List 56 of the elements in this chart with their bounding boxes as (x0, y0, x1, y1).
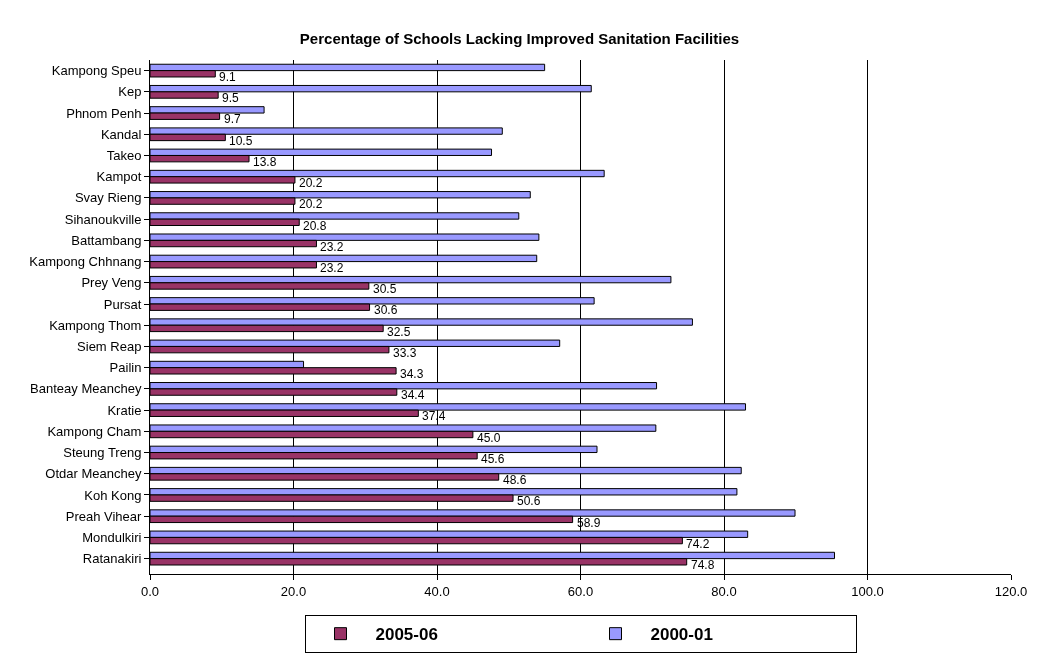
data-label: 45.0 (477, 431, 501, 445)
data-label: 13.8 (253, 155, 277, 169)
x-tick-label: 80.0 (711, 583, 737, 599)
y-tick-label: Kratie (107, 402, 142, 418)
x-tick-label: 120.0 (994, 583, 1028, 599)
data-label: 50.6 (517, 494, 541, 508)
data-label: 9.1 (219, 70, 237, 84)
y-tick-label: Preah Vihear (65, 508, 143, 524)
data-label: 23.2 (320, 240, 344, 254)
data-label: 74.8 (691, 558, 715, 572)
y-tick-label: Svay Rieng (74, 190, 142, 206)
y-tick-label: Kep (118, 84, 142, 100)
data-label: 23.2 (320, 261, 344, 275)
x-tick-label: 100.0 (851, 583, 884, 599)
y-tick-label: Kandal (100, 126, 142, 142)
legend-label: 2005-06 (375, 625, 438, 645)
data-label: 9.5 (222, 91, 240, 105)
y-tick-label: Pursat (103, 296, 142, 312)
data-label: 30.6 (374, 303, 398, 317)
y-tick-label: Kampong Cham (47, 423, 142, 439)
chart-title: Percentage of Schools Lacking Improved Sanitation Facilities (299, 29, 740, 47)
data-label: 34.4 (401, 388, 425, 402)
y-tick-label: Steung Treng (63, 445, 142, 461)
y-tick-label: Prey Veng (81, 275, 142, 291)
y-tick-label: Phnom Penh (66, 105, 142, 121)
data-label: 34.3 (400, 367, 424, 381)
y-tick-label: Mondulkiri (82, 529, 142, 545)
data-label: 10.5 (229, 134, 253, 148)
x-tick-label: 40.0 (424, 583, 450, 599)
x-tick-label: 20.0 (280, 583, 307, 599)
data-label: 20.2 (299, 197, 323, 211)
data-label: 74.2 (686, 537, 710, 551)
x-tick-label: 60.0 (567, 583, 594, 599)
data-label: 9.7 (224, 112, 242, 126)
data-label: 32.5 (387, 325, 411, 339)
data-label: 33.3 (393, 346, 417, 360)
x-tick-label: 0.0 (140, 583, 160, 599)
y-tick-label: Kampot (96, 169, 142, 185)
data-label: 30.5 (373, 282, 397, 296)
y-tick-label: Otdar Meanchey (45, 466, 142, 482)
y-tick-label: Kampong Thom (49, 317, 142, 333)
y-tick-label: Ratanakiri (82, 551, 142, 567)
data-label: 48.6 (503, 473, 527, 487)
y-tick-label: Kampong Speu (51, 63, 142, 79)
y-tick-label: Sihanoukville (64, 211, 142, 227)
data-label: 45.6 (481, 452, 505, 466)
y-tick-label: Banteay Meanchey (30, 381, 142, 397)
legend-label: 2000-01 (650, 625, 713, 645)
y-tick-label: Koh Kong (84, 487, 142, 503)
data-label: 20.8 (303, 219, 327, 233)
y-tick-label: Kampong Chhnang (29, 254, 142, 270)
y-tick-label: Pailin (109, 360, 142, 376)
data-label: 20.2 (299, 176, 323, 190)
y-tick-label: Takeo (106, 148, 142, 164)
y-tick-label: Battambang (71, 232, 142, 248)
y-tick-label: Siem Reap (77, 339, 142, 354)
